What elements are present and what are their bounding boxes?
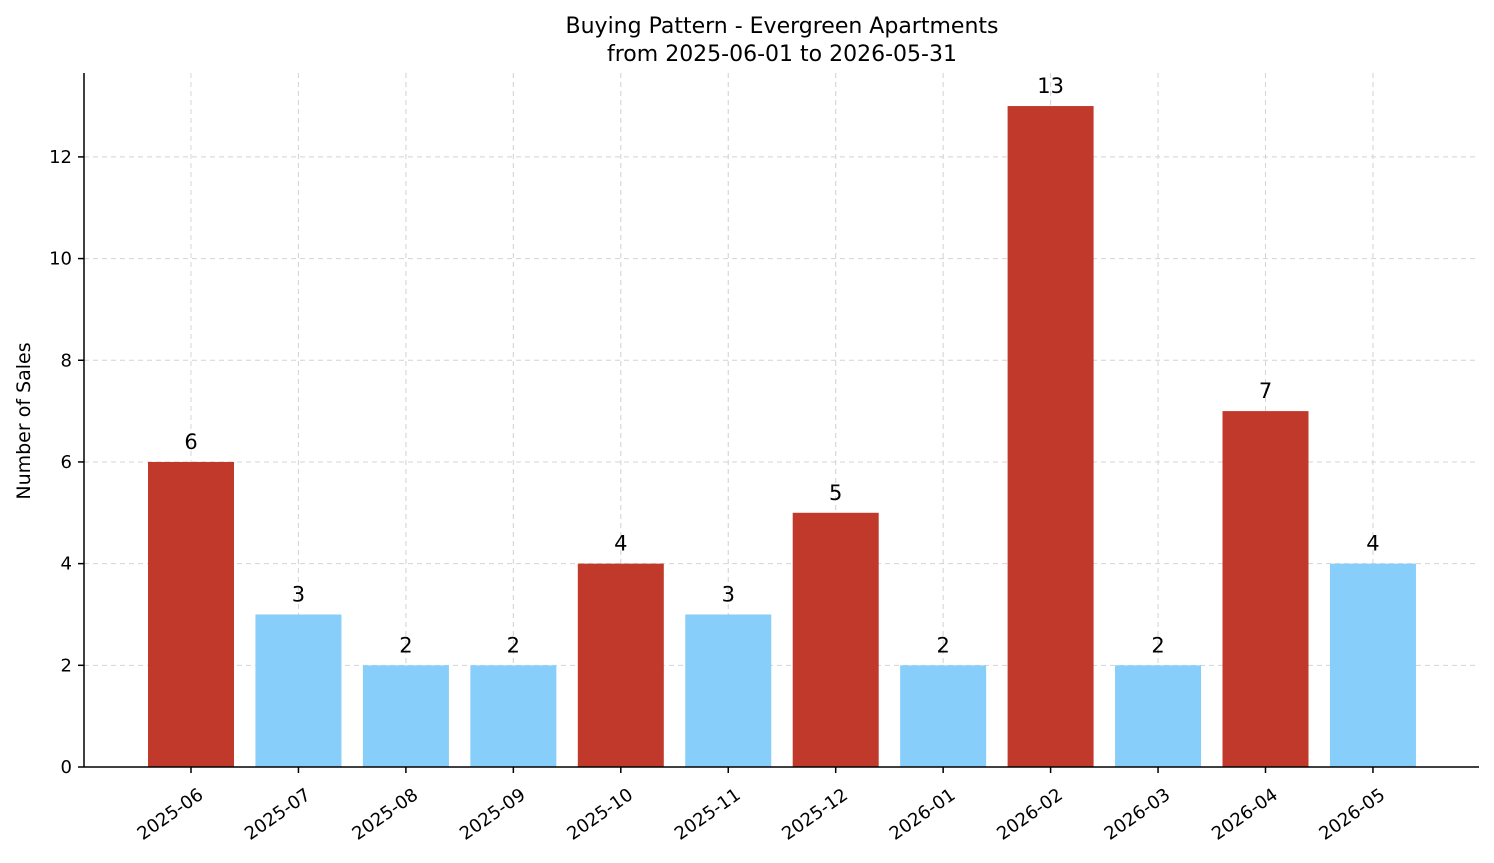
bar — [685, 614, 772, 767]
bar — [577, 563, 664, 767]
data-label: 3 — [292, 582, 305, 606]
chart-subtitle: from 2025-06-01 to 2026-05-31 — [607, 42, 957, 67]
data-label: 5 — [829, 481, 842, 505]
x-tick-label: 2025-12 — [778, 784, 852, 844]
bar — [255, 614, 342, 767]
data-label: 3 — [722, 582, 735, 606]
bar — [1007, 106, 1094, 768]
y-tick-label: 8 — [61, 350, 72, 371]
bar — [1115, 665, 1202, 767]
y-tick-label: 12 — [49, 147, 72, 168]
bar — [148, 461, 234, 767]
x-tick-label: 2025-08 — [348, 784, 422, 844]
x-tick-label: 2025-06 — [134, 784, 208, 844]
data-label: 6 — [184, 430, 197, 454]
chart-title: Buying Pattern - Evergreen Apartments — [566, 14, 999, 39]
x-tick-label: 2026-02 — [993, 784, 1067, 844]
x-tick-label: 2025-11 — [671, 784, 745, 844]
bar — [1329, 563, 1416, 767]
data-label: 4 — [614, 532, 627, 556]
x-tick-label: 2025-09 — [456, 784, 530, 844]
x-tick-label: 2026-01 — [886, 784, 960, 844]
data-label: 2 — [1151, 633, 1164, 657]
data-label: 7 — [1259, 379, 1272, 403]
y-tick-label: 2 — [61, 655, 72, 676]
bar — [470, 665, 557, 767]
bar — [362, 665, 449, 767]
x-tick-label: 2025-10 — [563, 784, 637, 844]
data-label: 4 — [1366, 532, 1379, 556]
bar — [1222, 411, 1309, 767]
y-tick-label: 6 — [61, 452, 72, 473]
data-labels: 6 3 2 2 4 3 5 2 13 2 7 4 — [184, 74, 1379, 657]
x-tick-label: 2026-05 — [1315, 784, 1389, 844]
y-tick-label: 4 — [61, 554, 72, 575]
x-tick-label: 2025-07 — [241, 784, 315, 844]
data-label: 2 — [936, 633, 949, 657]
bar — [792, 512, 879, 767]
bars — [148, 106, 1416, 768]
y-tick-label: 10 — [49, 249, 72, 270]
x-tick-label: 2026-03 — [1101, 784, 1175, 844]
y-tick-label: 0 — [61, 757, 72, 778]
y-axis-label: Number of Sales — [13, 342, 35, 499]
x-tick-label: 2026-04 — [1208, 784, 1282, 844]
data-label: 2 — [507, 633, 520, 657]
data-label: 13 — [1037, 74, 1064, 98]
bar — [900, 665, 987, 767]
data-label: 2 — [399, 633, 412, 657]
